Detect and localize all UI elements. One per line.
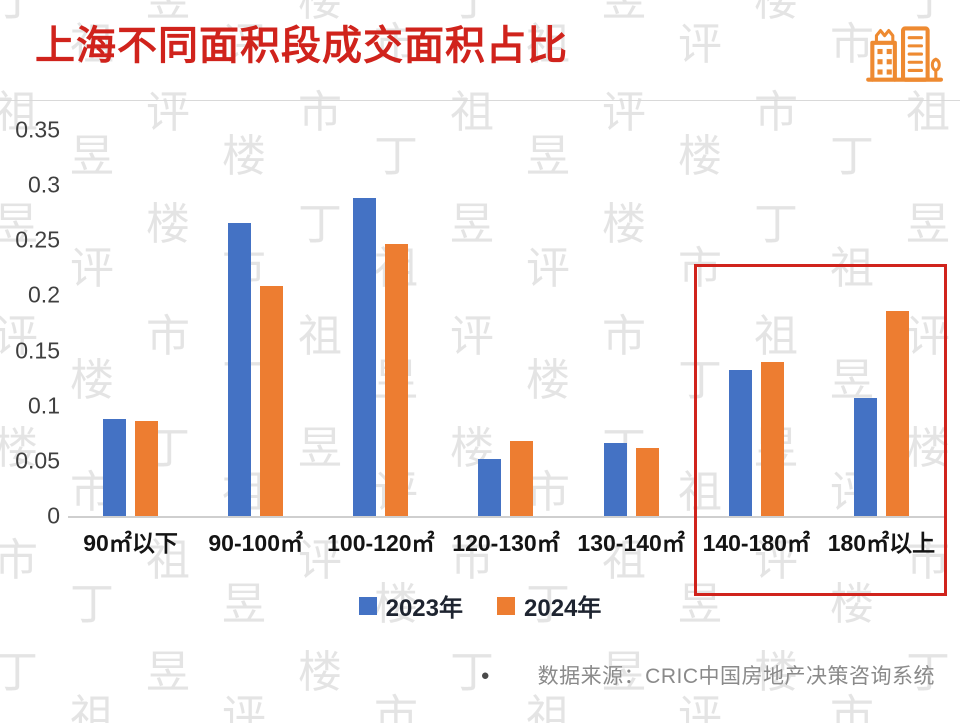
bar-2023年-90㎡以下 — [103, 419, 127, 516]
bar-2024年-180㎡以上 — [885, 311, 909, 516]
bar-2023年-130-140㎡ — [603, 443, 627, 516]
legend-item-2023年: 2023年 — [358, 588, 463, 623]
y-tick-label: 0.1 — [28, 392, 60, 419]
city-buildings-icon — [858, 8, 944, 94]
y-tick-label: 0.2 — [28, 281, 60, 308]
legend: 2023年 2024年 — [0, 588, 960, 623]
bar-2024年-90㎡以下 — [135, 421, 159, 516]
bar-group-130-140㎡ — [569, 130, 694, 516]
watermark-char: 市 — [0, 536, 38, 585]
bar-group-140-180㎡ — [694, 130, 819, 516]
y-tick-label: 0.25 — [15, 226, 60, 253]
plot-area — [68, 130, 944, 518]
x-axis-label-90㎡以下: 90㎡以下 — [83, 530, 178, 556]
bar-2024年-100-120㎡ — [385, 244, 409, 516]
y-tick-label: 0.35 — [15, 116, 60, 143]
x-axis-label-120-130㎡: 120-130㎡ — [452, 530, 560, 556]
y-tick-label: 0.3 — [28, 171, 60, 198]
bullet-icon: ● — [480, 666, 490, 684]
highlight-box — [694, 264, 947, 596]
x-axis-labels: 90㎡以下 90-100㎡ 100-120㎡ 120-130㎡ 130-140㎡ 140-… — [68, 524, 944, 558]
bar-group-180㎡以上 — [819, 130, 944, 516]
bar-group-90-100㎡ — [193, 130, 318, 516]
source-text: 数据来源：CRIC中国房地产决策咨询系统 — [537, 665, 935, 688]
legend-label: 2024年 — [524, 595, 602, 622]
page-title: 上海不同面积段成交面积占比 — [35, 24, 568, 68]
bar-group-120-130㎡ — [443, 130, 568, 516]
bar-2024年-90-100㎡ — [260, 286, 284, 516]
source-note: ● 数据来源：CRIC中国房地产决策咨询系统 — [0, 660, 935, 690]
bar-2023年-180㎡以上 — [853, 398, 877, 516]
bar-2023年-100-120㎡ — [353, 198, 377, 516]
bar-group-100-120㎡ — [318, 130, 443, 516]
bar-2023年-90-100㎡ — [228, 223, 252, 516]
bar-2024年-140-180㎡ — [760, 362, 784, 516]
bar-2023年-140-180㎡ — [728, 370, 752, 516]
legend-swatch — [358, 596, 377, 615]
y-tick-label: 0.05 — [15, 447, 60, 474]
watermark-char: 丁 — [0, 0, 38, 25]
y-tick-label: 0.15 — [15, 337, 60, 364]
legend-label: 2023年 — [385, 595, 463, 622]
x-axis-label-130-140㎡: 130-140㎡ — [577, 530, 685, 556]
x-axis-label-100-120㎡: 100-120㎡ — [327, 530, 435, 556]
legend-swatch — [497, 596, 515, 615]
bar-group-90㎡以下 — [68, 130, 193, 516]
legend-item-2024年: 2024年 — [497, 588, 601, 623]
y-tick-label: 0 — [47, 502, 60, 529]
header: 上海不同面积段成交面积占比 — [35, 14, 840, 78]
bar-2024年-130-140㎡ — [635, 448, 659, 516]
bar-2024年-120-130㎡ — [510, 441, 534, 516]
bar-2023年-120-130㎡ — [478, 459, 502, 516]
x-axis-label-180㎡以上: 180㎡以上 — [827, 530, 936, 556]
header-divider — [0, 100, 960, 101]
x-axis-label-90-100㎡: 90-100㎡ — [208, 530, 304, 556]
y-axis: 0 0.05 0.1 0.15 0.2 0.25 0.3 0.35 — [8, 117, 60, 529]
x-axis-label-140-180㎡: 140-180㎡ — [702, 530, 810, 556]
